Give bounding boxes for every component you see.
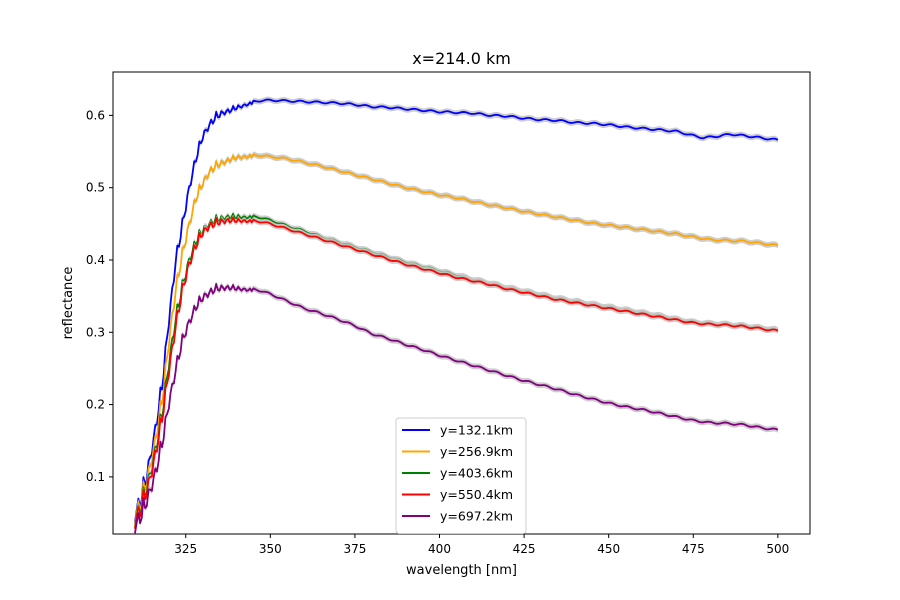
x-tick-label: 425 [513, 542, 536, 556]
x-axis: 325 350 375 400 425 450 475 500 [174, 534, 789, 556]
x-tick-label: 375 [343, 542, 366, 556]
x-tick-label: 475 [682, 542, 705, 556]
series-line [134, 216, 779, 530]
y-axis: 0.1 0.2 0.3 0.4 0.5 0.6 [86, 108, 113, 484]
uncertainty-band [134, 210, 778, 531]
y-tick-label: 0.3 [86, 325, 105, 339]
legend: y=132.1km y=256.9km y=403.6km y=550.4km y=69… [395, 417, 527, 534]
plot-area [134, 96, 779, 537]
y-tick-label: 0.6 [86, 108, 105, 122]
legend-entry: y=697.2km [440, 509, 513, 524]
legend-entry: y=403.6km [440, 466, 513, 481]
legend-box [395, 417, 527, 534]
uncertainty-band [134, 96, 778, 526]
x-tick-label: 350 [259, 542, 282, 556]
x-tick-label: 325 [174, 542, 197, 556]
x-tick-label: 500 [766, 542, 789, 556]
x-axis-label: wavelength [nm] [406, 563, 517, 578]
chart-title: x=214.0 km [412, 49, 511, 68]
y-tick-label: 0.5 [86, 181, 105, 195]
y-tick-label: 0.4 [86, 253, 105, 267]
y-tick-label: 0.2 [86, 398, 105, 412]
y-tick-label: 0.1 [86, 470, 105, 484]
y-axis-label: reflectance [61, 267, 76, 340]
series-line [134, 153, 779, 525]
legend-entry: y=550.4km [440, 487, 513, 502]
series-line [134, 282, 779, 534]
legend-entry: y=256.9km [440, 444, 513, 459]
series-line [134, 98, 779, 523]
legend-entry: y=132.1km [440, 423, 513, 438]
x-tick-label: 400 [428, 542, 451, 556]
x-tick-label: 450 [597, 542, 620, 556]
